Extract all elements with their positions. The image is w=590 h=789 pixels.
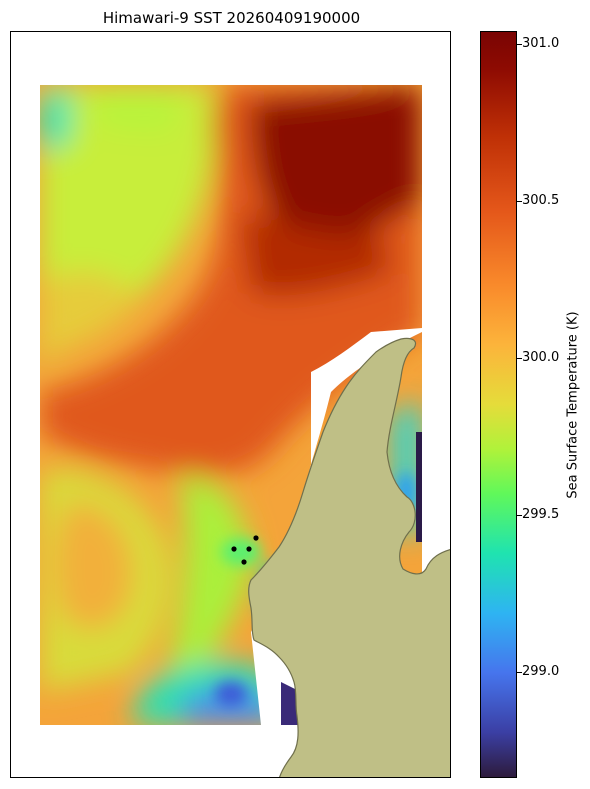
map-area [10, 31, 451, 778]
colorbar-tick-label: 300.0 [522, 350, 560, 365]
colorbar-tick-label: 301.0 [522, 36, 560, 51]
colorbar [480, 31, 517, 778]
colorbar-tick [517, 672, 522, 673]
station-points [231, 535, 259, 565]
sst-field [40, 85, 422, 725]
colorbar-tick [517, 201, 522, 202]
colorbar-tick-label: 300.5 [522, 193, 560, 208]
colorbar-tick-label: 299.5 [522, 507, 560, 522]
colorbar-tick [517, 44, 522, 45]
map-canvas [40, 85, 450, 777]
colorbar-label: Sea Surface Temperature (K) [565, 311, 581, 499]
colorbar-tick [517, 515, 522, 516]
colorbar-tick-label: 299.0 [522, 664, 560, 679]
map-title: Himawari-9 SST 20260409190000 [102, 9, 361, 27]
station-point [241, 559, 247, 565]
station-point [231, 546, 237, 552]
station-point [246, 546, 252, 552]
colorbar-tick [517, 358, 522, 359]
station-point [253, 535, 259, 541]
landmass [248, 337, 450, 777]
